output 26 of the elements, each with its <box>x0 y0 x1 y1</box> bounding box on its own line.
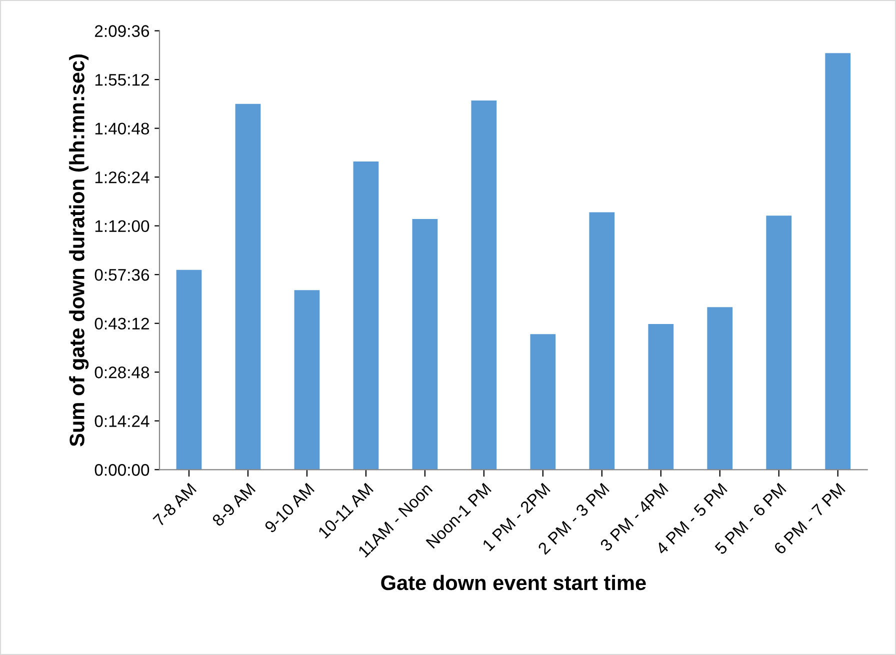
bar <box>294 290 320 470</box>
bar <box>825 53 851 470</box>
bar <box>589 212 615 470</box>
bar <box>176 270 202 470</box>
y-axis-title: Sum of gate down duration (hh:mn:sec) <box>69 54 89 446</box>
bar <box>353 161 379 470</box>
bar <box>707 307 733 470</box>
y-tick-label: 0:14:24 <box>94 415 150 428</box>
y-tick-label: 0:43:12 <box>94 318 149 330</box>
y-tick-label: 1:12:00 <box>95 220 150 232</box>
bar <box>412 219 438 470</box>
x-tick-label: 7-8 AM <box>152 482 197 527</box>
bar <box>235 104 261 470</box>
y-tick-label: 1:40:48 <box>95 122 150 135</box>
y-tick-label: 0:00:00 <box>94 464 150 476</box>
bar <box>648 324 674 470</box>
y-tick-label: 0:28:48 <box>94 366 150 378</box>
y-tick-label: 0:57:36 <box>94 268 150 281</box>
y-tick-label: 1:55:12 <box>95 74 149 86</box>
x-tick-label: 8-9 AM <box>211 482 256 527</box>
y-tick-label: 1:26:24 <box>95 171 150 184</box>
bar <box>530 334 556 470</box>
bar <box>766 216 792 470</box>
x-axis-title: Gate down event start time <box>381 574 646 590</box>
y-tick-label: 2:09:36 <box>95 25 150 37</box>
bar <box>471 100 497 470</box>
